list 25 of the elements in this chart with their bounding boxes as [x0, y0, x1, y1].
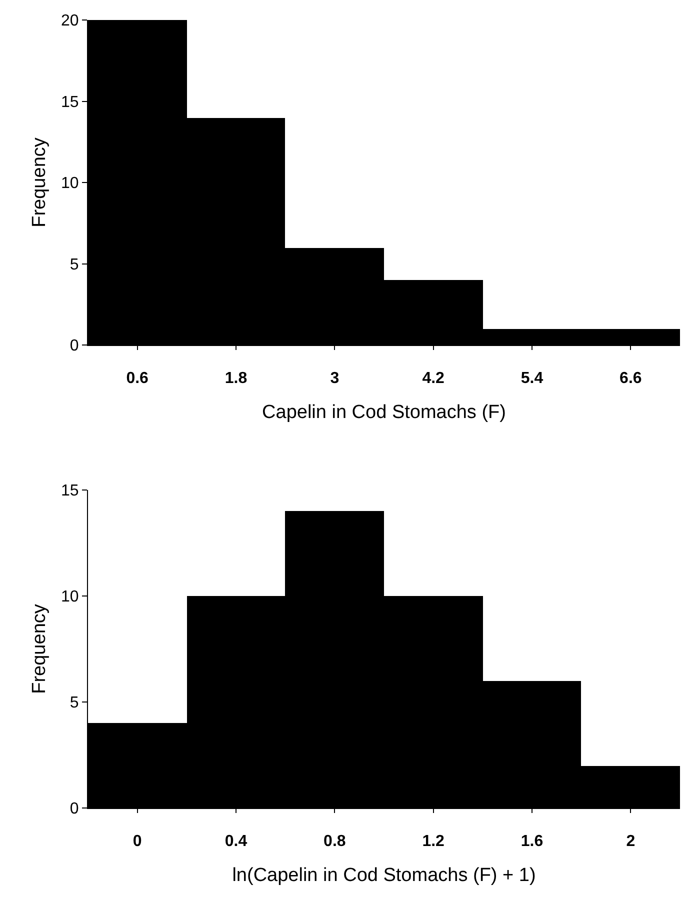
x-tick-label: 1.6 [520, 833, 544, 850]
y-tick-label: 10 [61, 175, 79, 192]
y-tick-label: 10 [61, 588, 79, 606]
y-tick-label: 15 [61, 94, 79, 111]
y-tick-label: 20 [61, 12, 79, 30]
x-tick-label: 0.6 [126, 370, 149, 388]
y-axis-title: Frequency [28, 137, 50, 228]
x-tick-label: 1.2 [422, 833, 445, 850]
x-tick-label: 6.6 [620, 370, 642, 388]
x-tick-label: 1.8 [224, 370, 248, 388]
x-tick-label: 2 [626, 833, 636, 850]
y-tick-label: 0 [70, 800, 79, 818]
x-axis-title: ln(Capelin in Cod Stomachs (F) + 1) [232, 865, 536, 886]
y-tick-label: 5 [70, 694, 79, 712]
y-tick-label: 15 [61, 482, 79, 500]
x-axis-title: Capelin in Cod Stomachs (F) [262, 402, 506, 423]
x-tick-label: 0.8 [324, 833, 346, 850]
y-tick-label: 5 [70, 256, 79, 274]
x-tick-label: 0 [132, 833, 142, 850]
x-tick-label: 5.4 [520, 370, 544, 388]
x-tick-label: 0.4 [224, 833, 248, 850]
y-tick-label: 0 [70, 338, 79, 355]
x-tick-label: 4.2 [422, 370, 445, 388]
x-tick-label: 3 [330, 370, 340, 388]
y-axis-title: Frequency [28, 604, 50, 694]
